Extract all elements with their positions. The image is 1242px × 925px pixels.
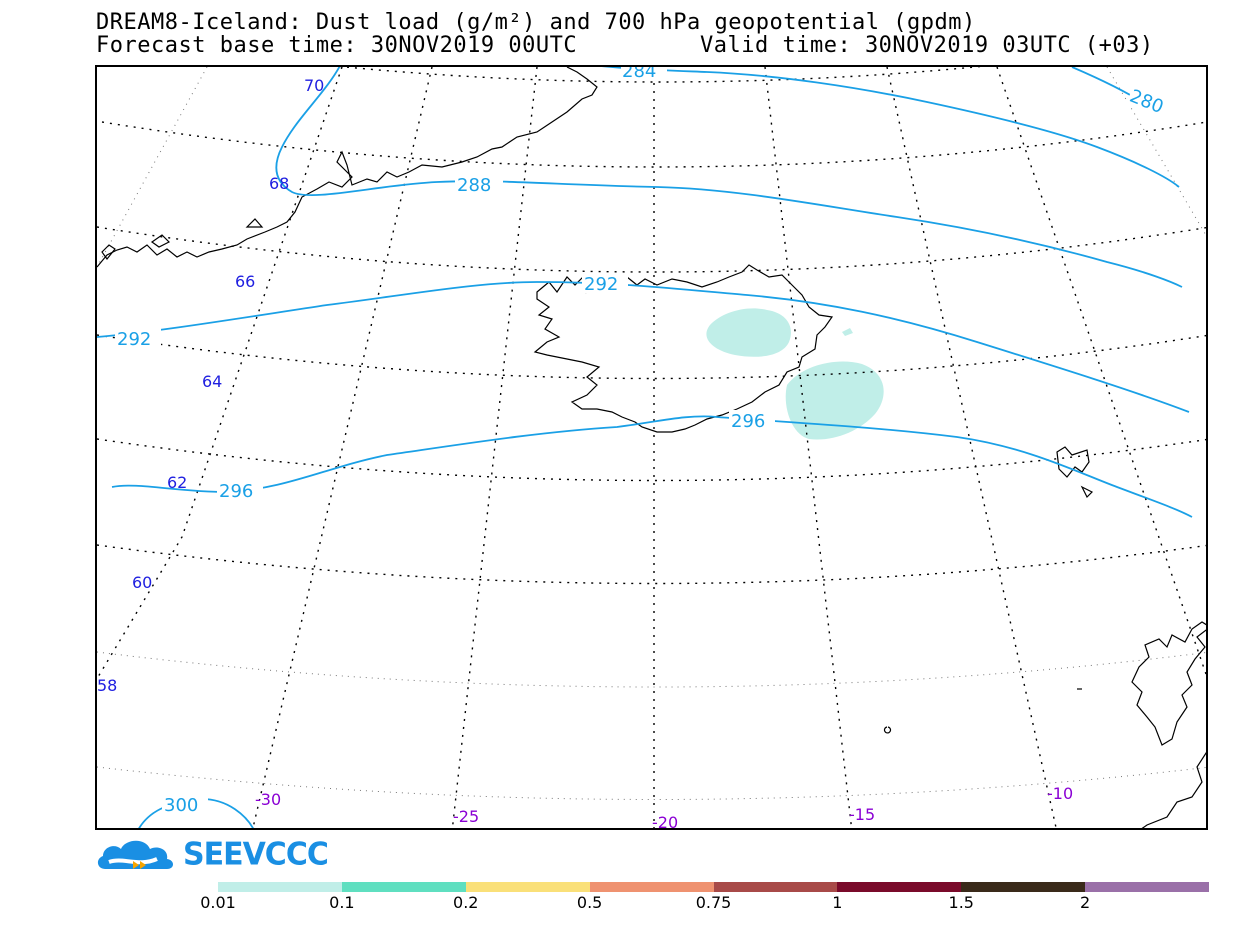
lon-label-30: -30 <box>255 790 281 809</box>
colorbar-label-0: 0.01 <box>200 893 236 912</box>
contour-292 <box>97 281 1190 413</box>
seevccc-logo: SEEVCCC <box>95 835 329 873</box>
contour-284 <box>275 67 1183 288</box>
greenland-coast <box>97 67 598 268</box>
geo-label-296-west: 296 <box>219 481 253 502</box>
valid-time: Valid time: 30NOV2019 03UTC (+03) <box>700 33 1154 58</box>
scandinavia-coast <box>1131 621 1206 746</box>
colorbar-label-4: 0.75 <box>695 893 732 912</box>
geo-label-280: 280 <box>1127 86 1167 118</box>
colorbar-label-2: 0.2 <box>453 893 479 912</box>
colorbar-segment-7 <box>1085 882 1209 892</box>
cloud-logo-icon <box>97 840 173 869</box>
colorbar-segment-3 <box>589 882 714 892</box>
lon-label-20: -20 <box>652 813 678 830</box>
longitude-labels: -30 -25 -20 -15 -10 <box>255 784 1073 830</box>
lat-label-66: 66 <box>235 272 255 291</box>
colorbar-label-3: 0.5 <box>576 893 603 912</box>
geo-label-300: 300 <box>164 795 198 816</box>
colorbar-segment-6 <box>961 882 1086 892</box>
dust-area-speck <box>842 328 853 336</box>
colorbar-label-1: 0.1 <box>329 893 355 912</box>
lon-label-10: -10 <box>1047 784 1073 803</box>
geopotential-contours <box>97 67 1193 828</box>
longitude-grid-light <box>97 67 1206 268</box>
lat-label-64: 64 <box>202 372 222 391</box>
lon-label-25: -25 <box>453 807 479 826</box>
iceland-coast <box>533 264 834 433</box>
map-canvas: 284 280 288 292 292 296 296 300 70 68 66… <box>97 67 1206 830</box>
geo-label-292-west: 292 <box>117 329 151 350</box>
colorbar-label-6: 1.5 <box>948 893 974 912</box>
faroe-coast <box>1056 446 1090 478</box>
geo-label-296-east: 296 <box>731 411 765 432</box>
coastlines <box>97 67 1206 828</box>
dust-area-east <box>785 361 884 440</box>
colorbar-segment-4 <box>713 882 838 892</box>
colorbar <box>218 882 1209 892</box>
colorbar-segment-0 <box>218 882 342 892</box>
lat-label-70: 70 <box>304 76 324 95</box>
lat-label-58: 58 <box>97 676 117 695</box>
lat-label-68: 68 <box>269 174 289 193</box>
latitude-labels: 70 68 66 64 62 60 58 <box>97 76 324 695</box>
longitude-grid <box>97 67 1206 828</box>
geo-label-288: 288 <box>457 175 491 196</box>
dust-area-north <box>706 308 791 357</box>
geopotential-labels: 284 280 288 292 292 296 296 300 <box>115 67 1176 816</box>
geo-label-284: 284 <box>622 67 656 82</box>
latitude-grid-light <box>97 651 1206 800</box>
lat-label-60: 60 <box>132 573 152 592</box>
lon-label-15: -15 <box>849 805 875 824</box>
colorbar-segment-2 <box>465 882 590 892</box>
colorbar-label-7: 2 <box>1080 893 1091 912</box>
contour-284-top <box>601 67 1180 188</box>
lat-label-62: 62 <box>167 473 187 492</box>
colorbar-label-5: 1 <box>832 893 843 912</box>
contour-296 <box>111 415 1193 518</box>
colorbar-segment-5 <box>837 882 962 892</box>
colorbar-segment-1 <box>341 882 466 892</box>
forecast-base-time: Forecast base time: 30NOV2019 00UTC <box>96 33 578 58</box>
logo-text: SEEVCCC <box>183 836 329 873</box>
geo-label-292-iceland: 292 <box>584 274 618 295</box>
map-title: DREAM8-Iceland: Dust load (g/m²) and 700… <box>96 10 976 35</box>
map-frame: 284 280 288 292 292 296 296 300 70 68 66… <box>95 65 1208 830</box>
latitude-grid <box>97 67 1206 585</box>
